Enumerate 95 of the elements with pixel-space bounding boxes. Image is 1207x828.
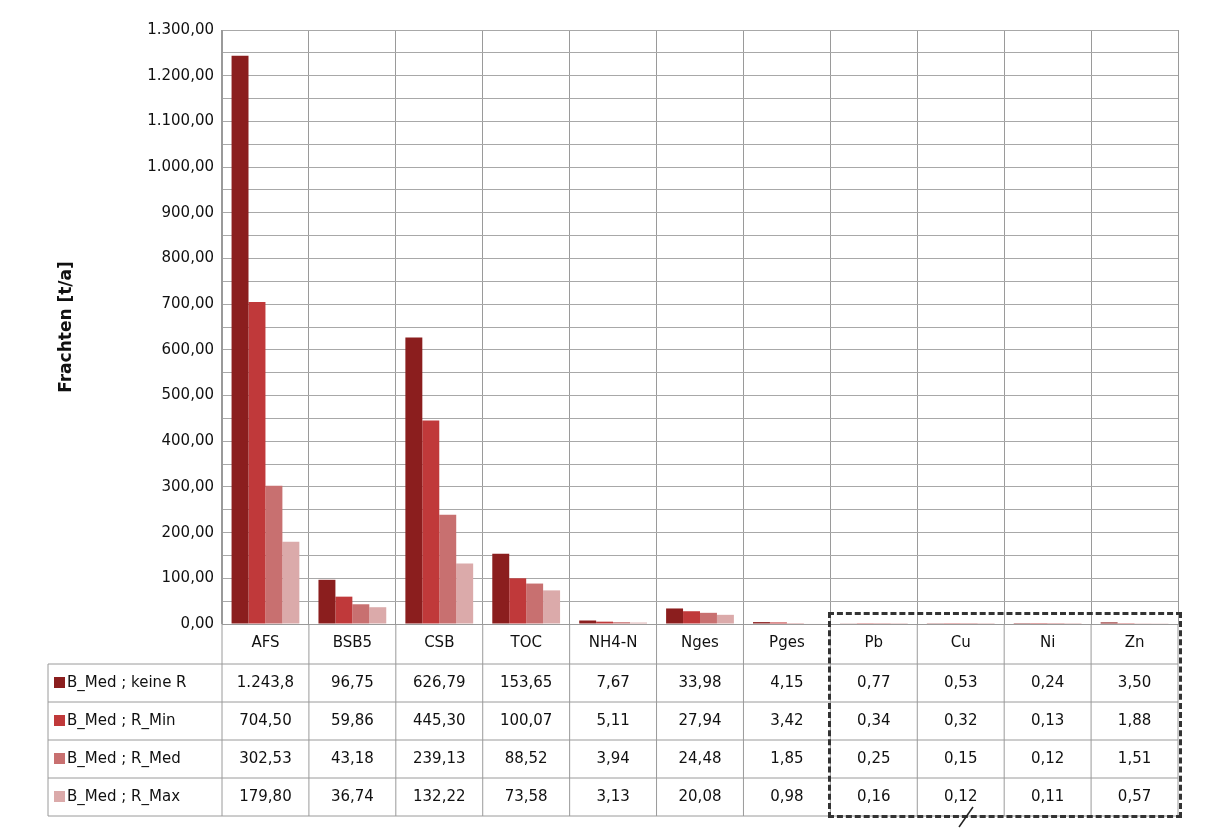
bar: [700, 612, 717, 624]
bar: [526, 583, 544, 624]
x-tick-label: AFS: [251, 632, 280, 651]
y-tick-label: 0,00: [180, 613, 214, 632]
data-label: 5,11: [596, 710, 630, 729]
bar: [666, 608, 684, 624]
data-label: 0,16: [857, 786, 891, 805]
bar: [369, 607, 387, 624]
data-label: 1.243,8: [236, 672, 295, 691]
data-label: 100,07: [499, 710, 553, 729]
bar: [282, 541, 300, 624]
y-tick-label: 700,00: [161, 294, 214, 313]
data-label: 0,77: [857, 672, 891, 691]
data-label: 43,18: [330, 748, 374, 767]
data-label: 626,79: [413, 672, 466, 691]
data-label: 88,52: [504, 748, 548, 767]
bar: [683, 611, 700, 624]
data-label: 153,65: [499, 672, 553, 691]
bar: [492, 553, 510, 624]
data-label: 0,57: [1117, 786, 1152, 805]
data-label: 0,15: [944, 748, 978, 767]
bar: [509, 578, 527, 624]
x-tick-label: Pb: [864, 632, 884, 651]
x-tick-label: Cu: [950, 632, 971, 651]
bar: [716, 614, 734, 624]
bar: [265, 485, 283, 624]
y-tick-label: 300,00: [161, 476, 214, 495]
data-label: 24,48: [678, 748, 722, 767]
data-label: 1,51: [1117, 748, 1152, 767]
data-label: 179,80: [239, 786, 292, 805]
data-label: 0,12: [944, 786, 978, 805]
x-tick-label: TOC: [509, 632, 542, 651]
bar: [543, 590, 561, 624]
x-tick-label: Ni: [1039, 632, 1056, 651]
y-tick-label: 1.000,00: [147, 156, 214, 175]
y-tick-label: 800,00: [161, 248, 214, 267]
y-tick-label: 600,00: [161, 339, 214, 358]
data-label: 3,42: [770, 710, 804, 729]
x-tick-label: Pges: [769, 632, 805, 651]
bar: [422, 420, 440, 624]
data-label: 33,98: [678, 672, 722, 691]
data-label: 96,75: [330, 672, 374, 691]
data-label: 3,13: [596, 786, 630, 805]
data-label: 302,53: [239, 748, 292, 767]
data-label: 20,08: [678, 786, 722, 805]
bar: [248, 302, 266, 624]
y-axis-title: Frachten [t/a]: [54, 261, 75, 393]
legend-label: B_Med ; R_Min: [67, 710, 176, 730]
bar: [335, 596, 353, 624]
x-tick-label: BSB5: [332, 632, 373, 651]
data-label: 0,24: [1030, 672, 1065, 691]
bar: [456, 563, 474, 624]
bar: [439, 514, 457, 624]
data-label: 4,15: [770, 672, 804, 691]
data-label: 704,50: [239, 710, 292, 729]
x-tick-label: CSB: [424, 632, 455, 651]
y-tick-label: 1.300,00: [147, 19, 214, 38]
data-label: 7,67: [596, 672, 630, 691]
y-tick-label: 900,00: [161, 202, 214, 221]
data-label: 1,85: [770, 748, 804, 767]
data-label: 3,50: [1117, 672, 1152, 691]
legend-label: B_Med ; R_Med: [67, 748, 181, 768]
data-label: 0,32: [944, 710, 978, 729]
y-tick-label: 1.200,00: [147, 65, 214, 84]
data-label: 0,13: [1030, 710, 1065, 729]
data-label: 445,30: [413, 710, 466, 729]
data-label: 3,94: [596, 748, 630, 767]
data-label: 36,74: [330, 786, 374, 805]
x-tick-label: Zn: [1124, 632, 1145, 651]
data-label: 0,25: [857, 748, 891, 767]
data-label: 0,53: [944, 672, 978, 691]
y-tick-label: 100,00: [161, 568, 214, 587]
data-label: 59,86: [330, 710, 374, 729]
data-label: 0,34: [857, 710, 891, 729]
y-tick-label: 1.100,00: [147, 111, 214, 130]
data-label: 0,11: [1030, 786, 1065, 805]
bar: [318, 579, 336, 624]
bar: [579, 620, 597, 624]
data-label: 0,12: [1030, 748, 1065, 767]
data-label: 132,22: [413, 786, 466, 805]
data-label: 1,88: [1117, 710, 1152, 729]
x-tick-label: NH4-N: [588, 632, 638, 651]
legend-label: B_Med ; R_Max: [67, 786, 181, 806]
data-label: 0,98: [770, 786, 804, 805]
bar: [352, 604, 370, 624]
y-tick-label: 400,00: [161, 431, 214, 450]
y-tick-label: 500,00: [161, 385, 214, 404]
data-label: 239,13: [413, 748, 466, 767]
bar: [231, 55, 249, 624]
x-tick-label: Nges: [681, 632, 720, 651]
legend-label: B_Med ; keine R: [67, 672, 187, 692]
data-label: 27,94: [678, 710, 722, 729]
data-label: 73,58: [504, 786, 548, 805]
y-tick-label: 200,00: [161, 522, 214, 541]
bar: [405, 337, 423, 624]
